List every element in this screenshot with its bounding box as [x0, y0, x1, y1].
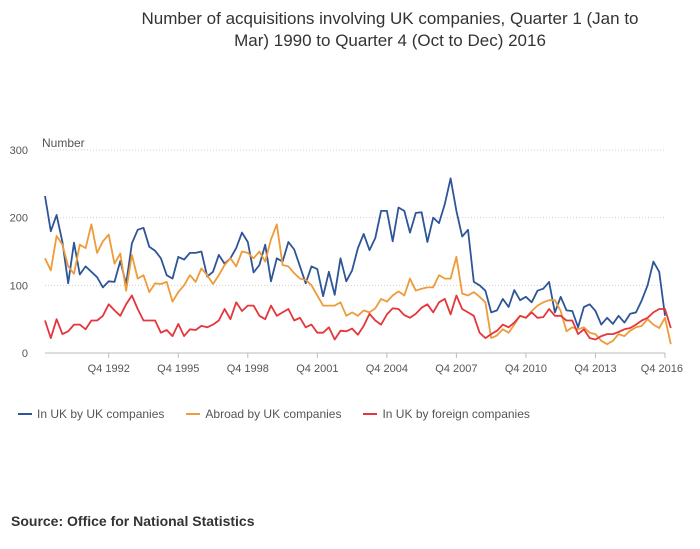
x-tick-label: Q4 1998	[227, 363, 269, 375]
legend-label: In UK by foreign companies	[382, 407, 530, 421]
series-line-3	[44, 294, 672, 341]
chart-title-line-1: Number of acquisitions involving UK comp…	[141, 9, 639, 28]
legend-label: In UK by UK companies	[37, 407, 165, 421]
x-tick-label: Q4 2010	[505, 363, 547, 375]
series-line-2	[44, 223, 672, 346]
legend-item-3[interactable]: In UK by foreign companies	[363, 407, 530, 421]
x-tick-label: Q4 1992	[88, 363, 130, 375]
x-tick-label: Q4 2013	[574, 363, 616, 375]
legend-swatch	[18, 413, 32, 415]
x-tick-label: Q4 2016	[641, 363, 683, 375]
y-tick-label: 200	[10, 213, 28, 225]
y-axis-label: Number	[42, 136, 85, 150]
y-tick-label: 100	[10, 280, 28, 292]
legend-item-2[interactable]: Abroad by UK companies	[186, 407, 341, 421]
series-line-1	[44, 177, 666, 329]
legend-label: Abroad by UK companies	[205, 407, 342, 421]
chart-title-line-2: Mar) 1990 to Quarter 4 (Oct to Dec) 2016	[234, 31, 546, 50]
x-tick-label: Q4 2004	[366, 363, 408, 375]
legend-swatch	[363, 413, 378, 415]
legend-item-1[interactable]: In UK by UK companies	[18, 407, 164, 421]
x-tick-label: Q4 2007	[435, 363, 477, 375]
gridlines	[45, 149, 665, 286]
x-axis: Q4 1992 Q4 1995 Q4 1998 Q4 2001 Q4 2004 Q4 20…	[45, 352, 683, 375]
x-tick-label: Q4 2001	[296, 363, 338, 375]
y-tick-label: 0	[22, 348, 28, 360]
source-note: Source: Office for National Statistics	[11, 513, 255, 529]
series-lines	[44, 177, 672, 346]
legend-swatch	[186, 413, 201, 415]
legend: In UK by UK companies Abroad by UK compan…	[18, 407, 552, 421]
y-tick-label: 300	[10, 145, 28, 157]
y-axis-tick-labels: 0 100 200 300	[10, 145, 28, 360]
chart-title: Number of acquisitions involving UK comp…	[100, 8, 680, 52]
x-tick-label: Q4 1995	[157, 363, 199, 375]
